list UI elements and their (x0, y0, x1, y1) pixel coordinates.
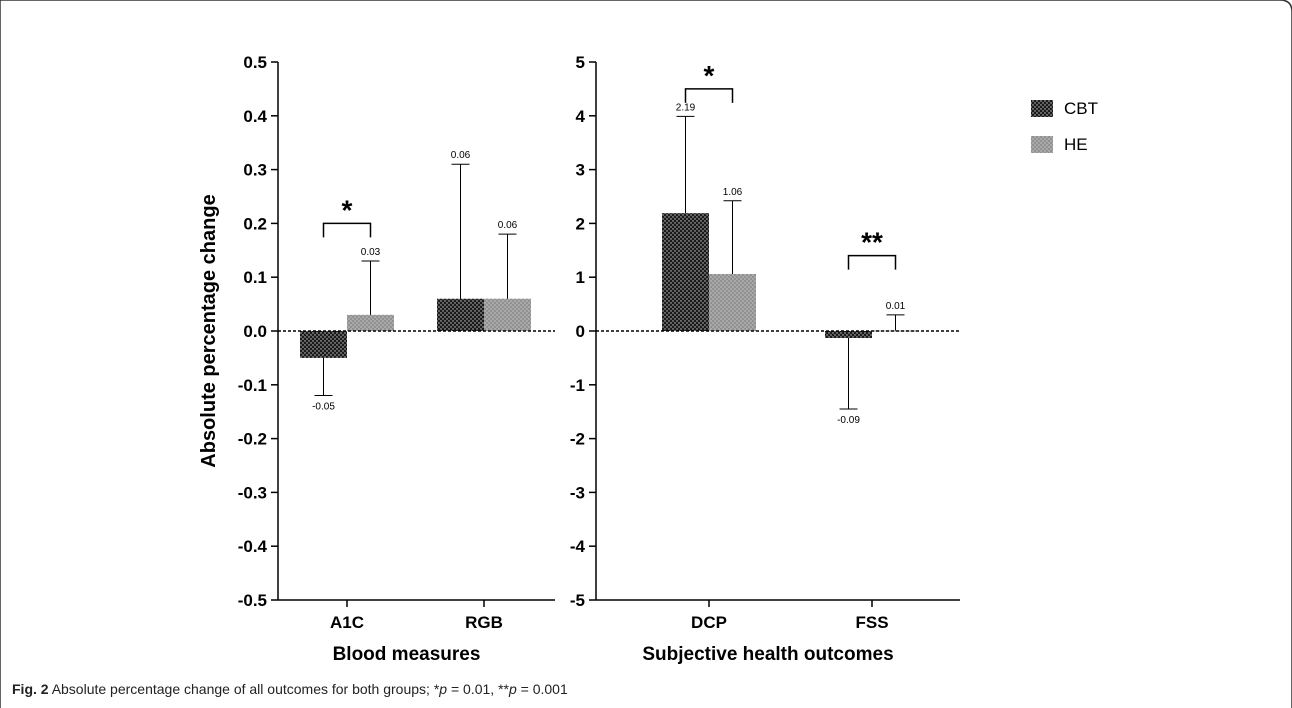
y-tick-label-subjective: 4 (576, 107, 586, 126)
y-tick-label-subjective: 1 (576, 268, 585, 287)
significance-bracket-dcp (684, 88, 734, 103)
y-tick-label-subjective: 3 (576, 161, 585, 180)
bar-cbt-a1c (300, 331, 347, 358)
significance-bracket-a1c (322, 222, 372, 238)
bar-he-rgb (484, 298, 531, 331)
y-tick-label-blood: 0.0 (243, 322, 267, 341)
bar-he-fss (872, 330, 919, 332)
legend-label-he: HE (1064, 135, 1088, 154)
significance-marker-a1c: * (342, 194, 353, 225)
x-tick-label-a1c: A1C (330, 613, 364, 632)
y-tick-label-blood: 0.5 (243, 53, 267, 72)
y-tick-label-blood: -0.3 (238, 483, 267, 502)
y-tick-label-blood: -0.2 (238, 430, 267, 449)
y-axis-title-blood: Absolute percentage change (198, 194, 220, 467)
bar-cbt-rgb (437, 298, 484, 331)
y-tick-label-subjective: -1 (570, 376, 585, 395)
bar-cbt-dcp (662, 213, 709, 331)
data-label-cbt-rgb: 0.06 (451, 150, 471, 161)
y-tick-label-subjective: -5 (570, 591, 585, 610)
caption-p2-star: ** (498, 681, 509, 697)
panel-subjective: -5 -4 -3 -2 -1 0 1 2 3 4 5 2.19 1.06 DCP -0.09 0.01 FSS *… (570, 53, 960, 665)
y-tick-label-subjective: -3 (570, 483, 585, 502)
x-tick-label-dcp: DCP (691, 613, 727, 632)
x-tick-label-fss: FSS (855, 613, 888, 632)
x-tick-label-rgb: RGB (465, 613, 503, 632)
y-tick-label-subjective: 2 (576, 214, 585, 233)
y-tick-label-blood: -0.5 (238, 591, 267, 610)
significance-marker-fss: ** (861, 227, 883, 258)
x-axis-title-subjective: Subjective health outcomes (642, 644, 893, 665)
caption-label: Fig. 2 (12, 681, 49, 697)
caption-text: Absolute percentage change of all outcom… (51, 681, 430, 697)
significance-marker-dcp: * (704, 60, 715, 91)
bar-he-a1c (347, 314, 394, 331)
bar-cbt-fss (825, 331, 872, 338)
y-tick-label-blood: 0.2 (243, 214, 267, 233)
legend: CBT HE (1031, 99, 1098, 154)
x-axis-title-blood: Blood measures (333, 644, 481, 665)
significance-bracket-fss (847, 254, 897, 270)
data-label-he-dcp: 1.06 (723, 187, 743, 198)
legend-swatch-cbt (1031, 100, 1053, 117)
y-tick-label-blood: 0.4 (243, 107, 267, 126)
caption-p2-rest: = 0.001 (516, 681, 568, 697)
y-tick-label-subjective: -4 (570, 537, 586, 556)
caption-p1-star: * (433, 681, 440, 697)
caption-p1-var: p (439, 681, 448, 697)
y-tick-label-blood: 0.1 (243, 268, 267, 287)
data-label-he-rgb: 0.06 (498, 220, 518, 231)
data-label-cbt-dcp: 2.19 (676, 102, 696, 113)
y-tick-label-blood: -0.4 (238, 537, 268, 556)
caption-p1-rest: = 0.01, (447, 681, 499, 697)
y-tick-label-subjective: 0 (576, 322, 585, 341)
data-label-he-fss: 0.01 (886, 301, 906, 312)
data-label-cbt-a1c: -0.05 (312, 402, 335, 413)
bar-he-dcp (709, 273, 756, 331)
figure-caption: Fig. 2 Absolute percentage change of all… (12, 681, 568, 697)
y-tick-label-subjective: 5 (576, 53, 585, 72)
y-tick-label-subjective: -2 (570, 430, 585, 449)
legend-label-cbt: CBT (1064, 99, 1098, 118)
data-label-cbt-fss: -0.09 (837, 415, 860, 426)
legend-swatch-he (1031, 136, 1053, 153)
y-tick-label-blood: 0.3 (243, 161, 267, 180)
y-tick-label-blood: -0.1 (238, 376, 267, 395)
caption-p2-var: p (508, 681, 517, 697)
data-label-he-a1c: 0.03 (361, 247, 381, 258)
panel-blood: -0.5 -0.4 -0.3 -0.2 -0.1 0.0 0.1 0.2 0.3 0.4 0.5 -0… (198, 53, 555, 665)
